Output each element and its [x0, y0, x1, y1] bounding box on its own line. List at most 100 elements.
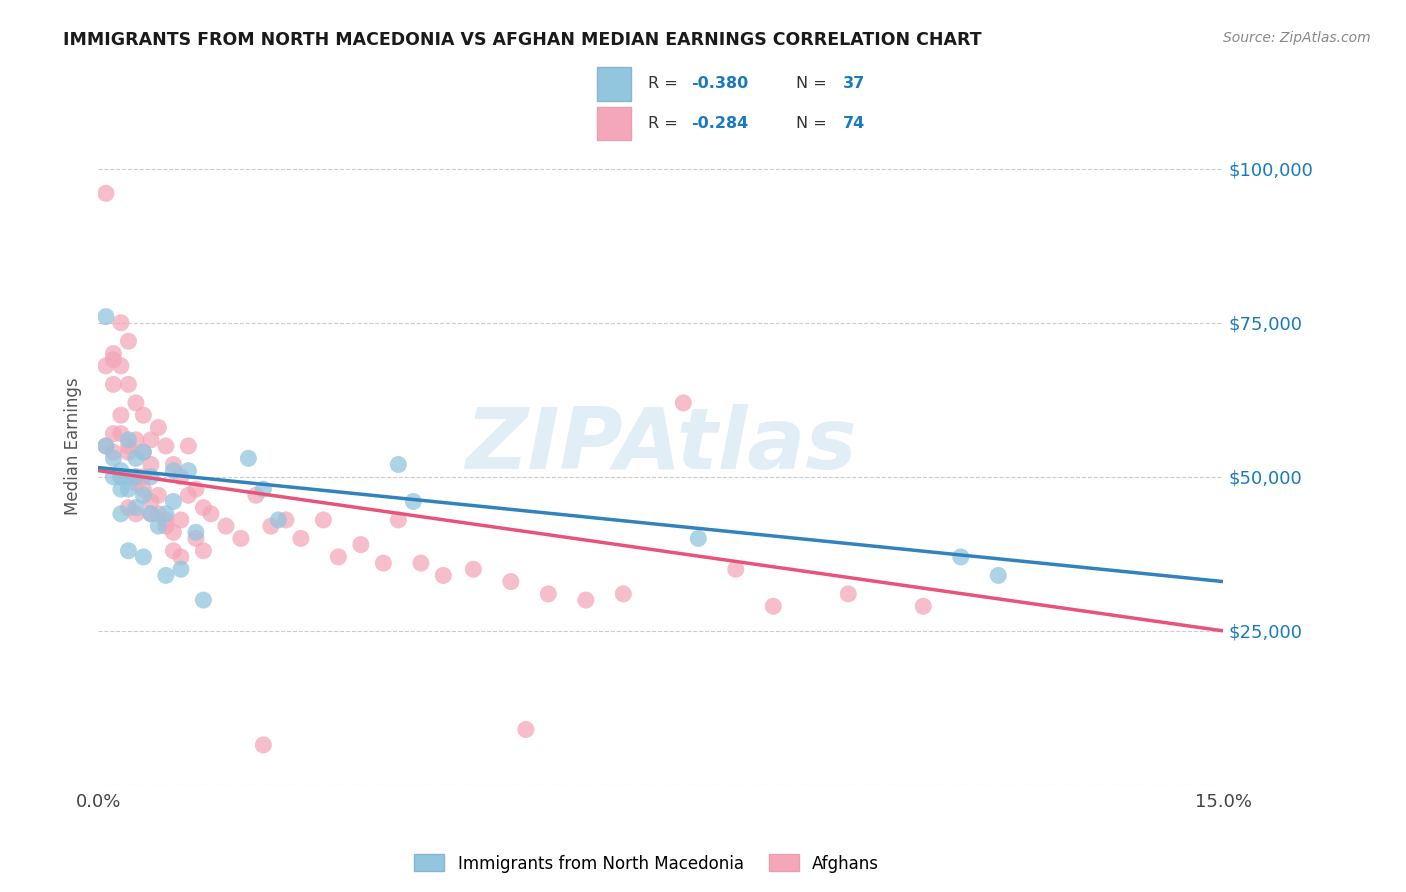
Text: ZIPAtlas: ZIPAtlas: [465, 404, 856, 488]
Point: [148, 420, 170, 434]
Y-axis label: Median Earnings: Median Earnings: [65, 377, 83, 515]
Point: [290, 532, 312, 546]
Point: [110, 470, 132, 484]
Text: -0.284: -0.284: [692, 116, 749, 131]
Point: [132, 470, 155, 484]
Point: [117, 445, 139, 459]
Point: [724, 562, 747, 576]
Point: [94, 359, 117, 373]
Point: [132, 488, 155, 502]
Text: R =: R =: [648, 76, 682, 91]
Point: [177, 439, 200, 453]
Point: [94, 439, 117, 453]
Point: [132, 482, 155, 496]
Point: [387, 513, 409, 527]
Point: [110, 507, 132, 521]
Point: [170, 470, 193, 484]
Point: [193, 543, 215, 558]
Point: [103, 346, 125, 360]
Text: N =: N =: [796, 116, 832, 131]
Text: 37: 37: [844, 76, 866, 91]
Point: [987, 568, 1010, 582]
Point: [252, 482, 274, 496]
Point: [170, 562, 193, 576]
Point: [162, 458, 184, 472]
Point: [350, 538, 373, 552]
Point: [912, 599, 935, 614]
Point: [184, 482, 207, 496]
Point: [110, 316, 132, 330]
Point: [132, 445, 155, 459]
Point: [193, 500, 215, 515]
Point: [132, 549, 155, 564]
Point: [260, 519, 283, 533]
Point: [837, 587, 859, 601]
Point: [155, 513, 177, 527]
Point: [103, 470, 125, 484]
Point: [125, 470, 148, 484]
Point: [117, 470, 139, 484]
Point: [267, 513, 290, 527]
Text: R =: R =: [648, 116, 682, 131]
Point: [162, 543, 184, 558]
Point: [139, 507, 162, 521]
Point: [193, 593, 215, 607]
Point: [103, 352, 125, 367]
Point: [215, 519, 238, 533]
Point: [155, 507, 177, 521]
Point: [688, 532, 710, 546]
Point: [94, 439, 117, 453]
Point: [117, 543, 139, 558]
Point: [94, 310, 117, 324]
Point: [229, 532, 252, 546]
Point: [162, 464, 184, 478]
Point: [117, 500, 139, 515]
FancyBboxPatch shape: [598, 67, 631, 101]
Point: [139, 494, 162, 508]
Legend: Immigrants from North Macedonia, Afghans: Immigrants from North Macedonia, Afghans: [408, 847, 886, 880]
Point: [103, 377, 125, 392]
Point: [184, 525, 207, 540]
Point: [139, 470, 162, 484]
Point: [125, 433, 148, 447]
Point: [200, 507, 222, 521]
Point: [117, 439, 139, 453]
Point: [537, 587, 560, 601]
Point: [139, 433, 162, 447]
Point: [117, 482, 139, 496]
Point: [463, 562, 485, 576]
Point: [139, 458, 162, 472]
Point: [402, 494, 425, 508]
Point: [238, 451, 260, 466]
Point: [575, 593, 598, 607]
Point: [103, 451, 125, 466]
Point: [762, 599, 785, 614]
Point: [312, 513, 335, 527]
Point: [245, 488, 267, 502]
Point: [162, 494, 184, 508]
Point: [139, 507, 162, 521]
Point: [110, 470, 132, 484]
Text: -0.380: -0.380: [692, 76, 749, 91]
Point: [148, 488, 170, 502]
Point: [103, 426, 125, 441]
Point: [252, 738, 274, 752]
Text: Source: ZipAtlas.com: Source: ZipAtlas.com: [1223, 31, 1371, 45]
Point: [125, 396, 148, 410]
Point: [184, 532, 207, 546]
Point: [515, 723, 537, 737]
Point: [132, 445, 155, 459]
Point: [432, 568, 454, 582]
Point: [117, 377, 139, 392]
Point: [117, 334, 139, 349]
Text: N =: N =: [796, 76, 832, 91]
Point: [499, 574, 522, 589]
Point: [117, 433, 139, 447]
Point: [177, 464, 200, 478]
Point: [373, 556, 395, 570]
Point: [162, 525, 184, 540]
Point: [170, 549, 193, 564]
Point: [125, 500, 148, 515]
Point: [94, 186, 117, 201]
Point: [155, 439, 177, 453]
